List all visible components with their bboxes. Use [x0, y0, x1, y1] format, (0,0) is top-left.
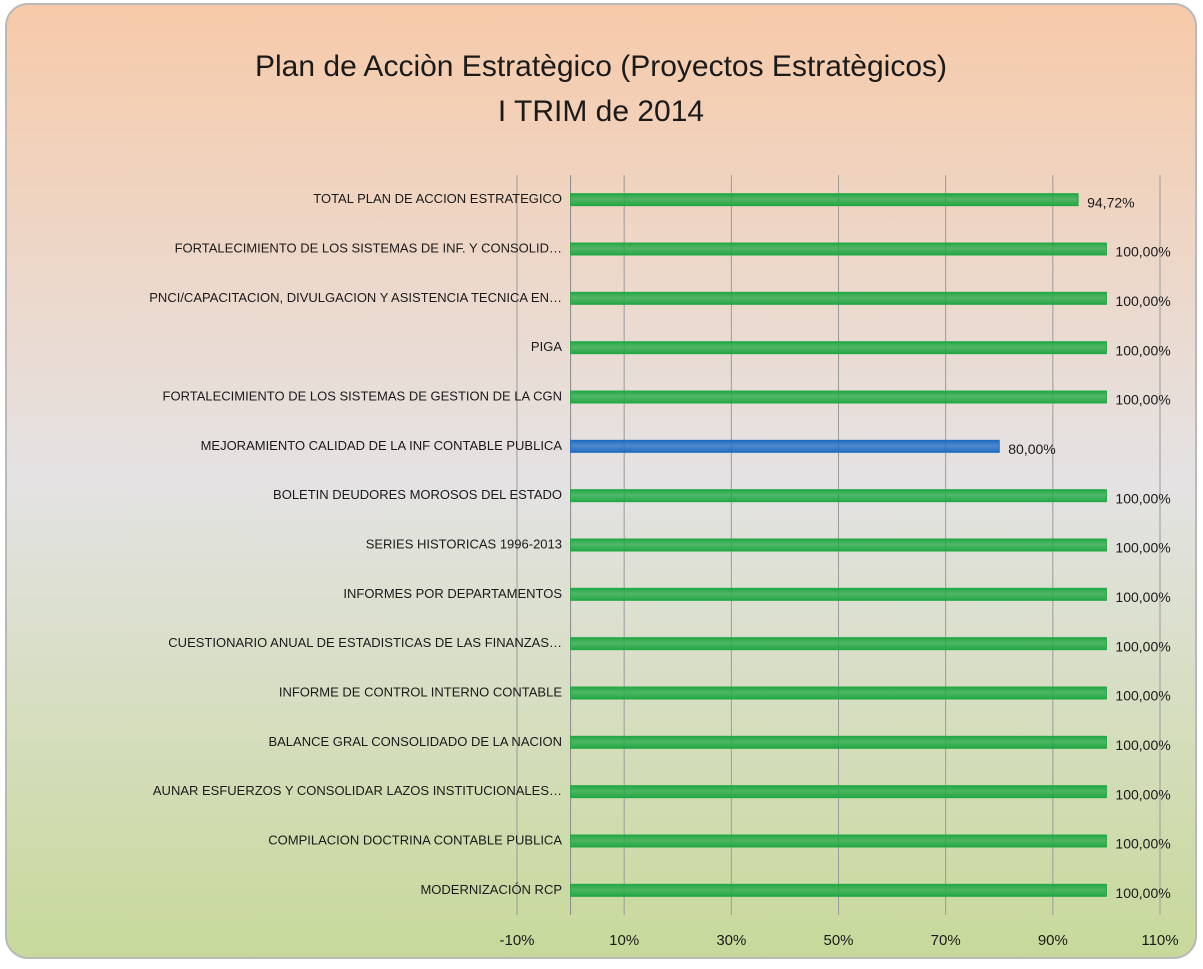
x-tick-label: 70% [931, 932, 961, 949]
value-label: 100,00% [1115, 342, 1170, 358]
value-label: 100,00% [1115, 836, 1170, 852]
y-tick-label: MEJORAMIENTO CALIDAD DE LA INF CONTABLE … [201, 438, 563, 453]
y-tick-label: BALANCE GRAL CONSOLIDADO DE LA NACION [268, 734, 562, 749]
x-tick-label: 30% [716, 932, 746, 949]
bar [570, 439, 1000, 453]
bar [570, 538, 1107, 552]
value-label: 80,00% [1008, 441, 1055, 457]
y-tick-label: INFORMES POR DEPARTAMENTOS [343, 586, 562, 601]
y-tick-label: TOTAL PLAN DE ACCION ESTRATEGICO [313, 191, 562, 206]
bar [570, 193, 1079, 207]
y-tick-label: CUESTIONARIO ANUAL DE ESTADISTICAS DE LA… [168, 635, 562, 650]
x-tick-label: 90% [1038, 932, 1068, 949]
bar [570, 883, 1107, 897]
x-tick-label: 110% [1141, 932, 1178, 949]
bar [570, 834, 1107, 848]
bar [570, 291, 1107, 305]
y-tick-label: INFORME DE CONTROL INTERNO CONTABLE [279, 684, 562, 699]
value-label: 94,72% [1087, 194, 1134, 210]
bar [570, 242, 1107, 256]
bar [570, 785, 1107, 799]
bar [570, 341, 1107, 355]
value-label: 100,00% [1115, 885, 1170, 901]
x-tick-label: 10% [609, 932, 639, 949]
y-tick-label: FORTALECIMIENTO DE LOS SISTEMAS DE INF. … [175, 240, 562, 255]
value-label: 100,00% [1115, 293, 1170, 309]
value-label: 100,00% [1115, 392, 1170, 408]
value-label: 100,00% [1115, 638, 1170, 654]
x-tick-label: 50% [823, 932, 853, 949]
x-tick-label: -10% [499, 932, 534, 949]
bar [570, 735, 1107, 749]
value-label: 100,00% [1115, 737, 1170, 753]
chart-background [5, 3, 1197, 959]
y-tick-label: COMPILACION DOCTRINA CONTABLE PUBLICA [268, 832, 562, 847]
y-tick-label: PNCI/CAPACITACION, DIVULGACION Y ASISTEN… [149, 290, 562, 305]
bar [570, 686, 1107, 700]
bar [570, 637, 1107, 651]
y-tick-label: FORTALECIMIENTO DE LOS SISTEMAS DE GESTI… [163, 388, 562, 403]
value-label: 100,00% [1115, 786, 1170, 802]
value-label: 100,00% [1115, 490, 1170, 506]
chart-subtitle: I TRIM de 2014 [498, 95, 704, 128]
bar [570, 390, 1107, 404]
value-label: 100,00% [1115, 244, 1170, 260]
bar [570, 489, 1107, 503]
chart-title: Plan de Acciòn Estratègico (Proyectos Es… [255, 50, 947, 83]
y-tick-label: PIGA [531, 339, 562, 354]
bar [570, 587, 1107, 601]
value-label: 100,00% [1115, 540, 1170, 556]
y-tick-label: AUNAR ESFUERZOS Y CONSOLIDAR LAZOS INSTI… [153, 783, 562, 798]
y-tick-label: SERIES HISTORICAS 1996-2013 [366, 536, 562, 551]
value-label: 100,00% [1115, 688, 1170, 704]
y-tick-label: MODERNIZACIÓN RCP [420, 882, 562, 897]
y-tick-label: BOLETIN DEUDORES MOROSOS DEL ESTADO [273, 487, 562, 502]
value-label: 100,00% [1115, 589, 1170, 605]
